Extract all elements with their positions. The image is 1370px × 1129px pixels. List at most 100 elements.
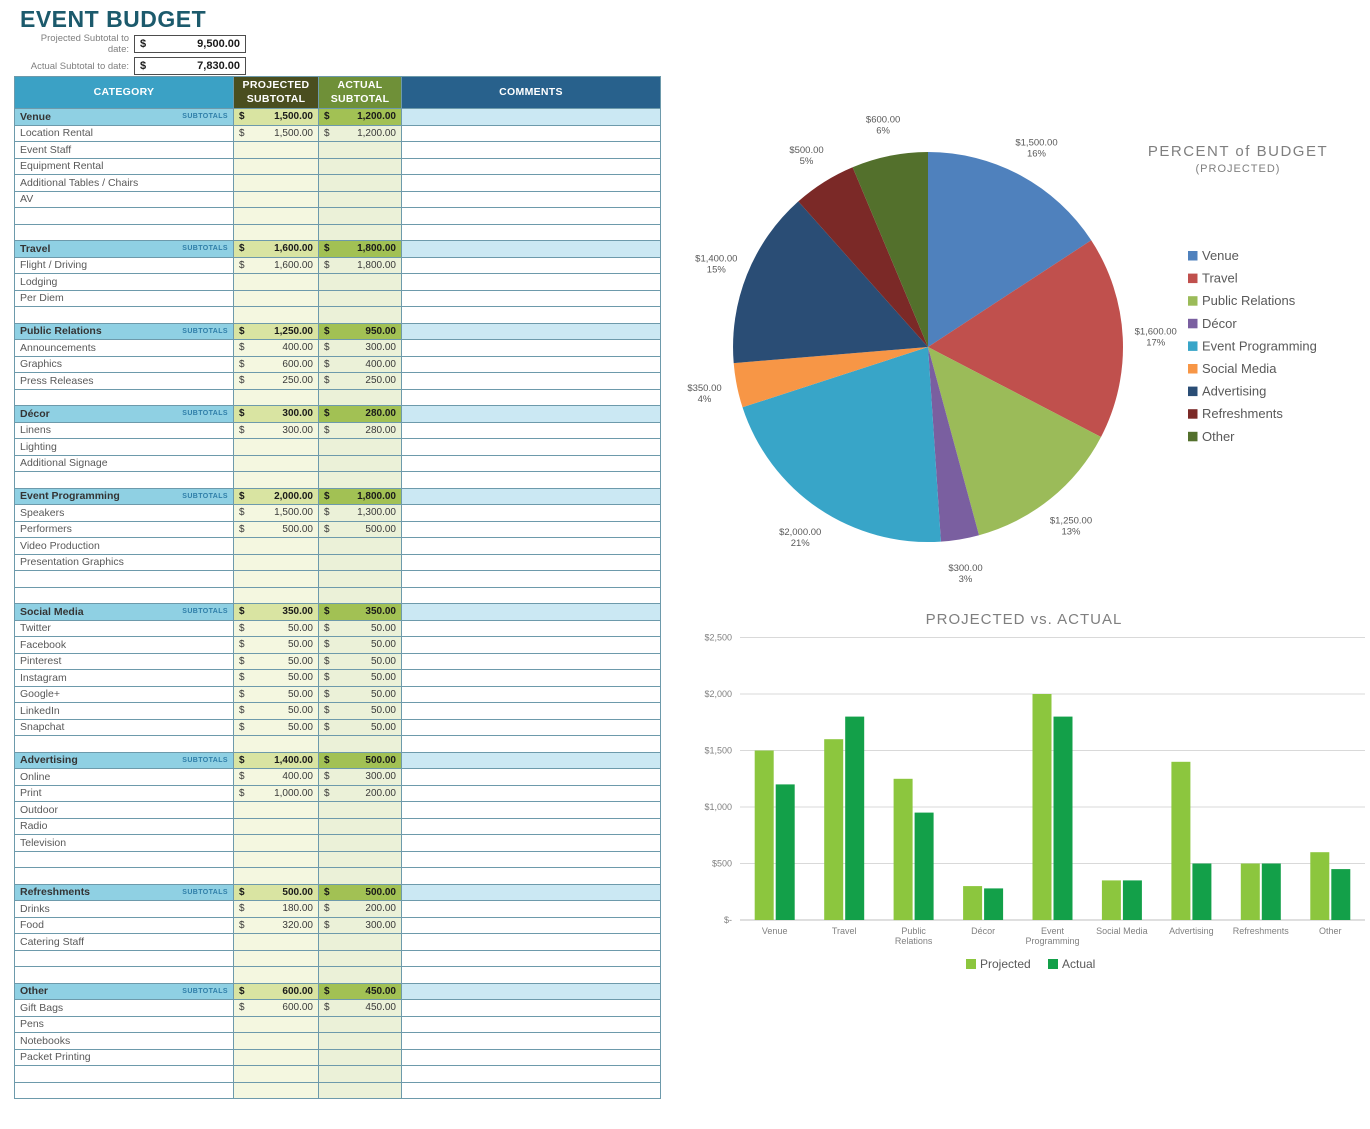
item-label-cell[interactable] [14, 966, 234, 984]
section-actual-cell[interactable]: $1,800.00 [318, 487, 402, 505]
item-actual-cell[interactable]: $1,200.00 [318, 124, 402, 142]
section-projected-cell[interactable]: $350.00 [233, 603, 319, 621]
item-label-cell[interactable]: Speakers [14, 504, 234, 522]
section-actual-cell[interactable]: $1,800.00 [318, 240, 402, 258]
pie-slice-travel[interactable] [928, 240, 1123, 437]
section-projected-cell[interactable]: $300.00 [233, 405, 319, 423]
item-actual-cell[interactable]: $300.00 [318, 916, 402, 934]
item-comments-cell[interactable] [401, 273, 661, 291]
item-actual-cell[interactable] [318, 933, 402, 951]
item-actual-cell[interactable]: $50.00 [318, 619, 402, 637]
item-comments-cell[interactable] [401, 1065, 661, 1083]
item-comments-cell[interactable] [401, 223, 661, 241]
section-comments-cell[interactable] [401, 487, 661, 505]
item-comments-cell[interactable] [401, 372, 661, 390]
actual-column-header[interactable]: ACTUAL SUBTOTAL [318, 76, 402, 109]
bar-chart[interactable]: PROJECTED vs. ACTUAL $2,500 $2,000 $1,500 $1… [680, 608, 1370, 993]
item-projected-cell[interactable] [233, 174, 319, 192]
item-comments-cell[interactable] [401, 289, 661, 307]
item-label-cell[interactable]: Linens [14, 421, 234, 439]
bar-actual-d-cor[interactable] [984, 888, 1004, 920]
item-comments-cell[interactable] [401, 850, 661, 868]
pie-slice-event-programming[interactable] [742, 347, 941, 543]
item-projected-cell[interactable] [233, 141, 319, 159]
item-projected-cell[interactable] [233, 570, 319, 588]
item-projected-cell[interactable] [233, 817, 319, 835]
comments-column-header[interactable]: COMMENTS [401, 76, 661, 109]
pie-slice-social-media[interactable] [733, 347, 928, 408]
item-label-cell[interactable]: AV [14, 190, 234, 208]
item-projected-cell[interactable] [233, 537, 319, 555]
item-projected-cell[interactable] [233, 850, 319, 868]
item-comments-cell[interactable] [401, 1048, 661, 1066]
pie-slice-advertising[interactable] [733, 201, 928, 364]
section-comments-cell[interactable] [401, 322, 661, 340]
item-label-cell[interactable]: Presentation Graphics [14, 553, 234, 571]
item-projected-cell[interactable] [233, 1032, 319, 1050]
item-comments-cell[interactable] [401, 421, 661, 439]
item-actual-cell[interactable] [318, 1048, 402, 1066]
bar-projected-public-relations[interactable] [893, 778, 913, 921]
item-comments-cell[interactable] [401, 504, 661, 522]
item-actual-cell[interactable] [318, 1065, 402, 1083]
item-comments-cell[interactable] [401, 190, 661, 208]
item-label-cell[interactable]: Lodging [14, 273, 234, 291]
item-label-cell[interactable] [14, 586, 234, 604]
item-label-cell[interactable]: Pinterest [14, 652, 234, 670]
item-projected-cell[interactable] [233, 223, 319, 241]
item-comments-cell[interactable] [401, 949, 661, 967]
item-projected-cell[interactable]: $50.00 [233, 669, 319, 687]
item-actual-cell[interactable] [318, 157, 402, 175]
item-projected-cell[interactable]: $600.00 [233, 999, 319, 1017]
item-projected-cell[interactable]: $400.00 [233, 339, 319, 357]
item-label-cell[interactable]: Twitter [14, 619, 234, 637]
item-projected-cell[interactable]: $1,500.00 [233, 504, 319, 522]
item-label-cell[interactable]: Flight / Driving [14, 256, 234, 274]
item-actual-cell[interactable]: $50.00 [318, 669, 402, 687]
item-actual-cell[interactable]: $450.00 [318, 999, 402, 1017]
item-projected-cell[interactable] [233, 735, 319, 753]
item-actual-cell[interactable]: $200.00 [318, 784, 402, 802]
item-label-cell[interactable]: Graphics [14, 355, 234, 373]
item-comments-cell[interactable] [401, 586, 661, 604]
item-comments-cell[interactable] [401, 256, 661, 274]
item-projected-cell[interactable]: $250.00 [233, 372, 319, 390]
item-actual-cell[interactable] [318, 553, 402, 571]
bar-projected-travel[interactable] [824, 739, 844, 920]
item-label-cell[interactable]: Equipment Rental [14, 157, 234, 175]
item-comments-cell[interactable] [401, 207, 661, 225]
section-name-cell[interactable]: Advertising SUBTOTALS [14, 751, 234, 769]
item-actual-cell[interactable] [318, 306, 402, 324]
bar-actual-venue[interactable] [775, 784, 795, 920]
item-comments-cell[interactable] [401, 933, 661, 951]
item-comments-cell[interactable] [401, 867, 661, 885]
bar-projected-venue[interactable] [754, 750, 774, 921]
item-comments-cell[interactable] [401, 141, 661, 159]
item-label-cell[interactable]: Performers [14, 520, 234, 538]
item-projected-cell[interactable]: $600.00 [233, 355, 319, 373]
item-projected-cell[interactable]: $50.00 [233, 636, 319, 654]
item-projected-cell[interactable] [233, 949, 319, 967]
item-label-cell[interactable]: Instagram [14, 669, 234, 687]
item-projected-cell[interactable]: $1,000.00 [233, 784, 319, 802]
section-comments-cell[interactable] [401, 982, 661, 1000]
item-actual-cell[interactable]: $250.00 [318, 372, 402, 390]
item-actual-cell[interactable] [318, 867, 402, 885]
section-projected-cell[interactable]: $1,250.00 [233, 322, 319, 340]
item-actual-cell[interactable] [318, 223, 402, 241]
item-projected-cell[interactable]: $50.00 [233, 718, 319, 736]
item-actual-cell[interactable] [318, 586, 402, 604]
bar-projected-other[interactable] [1310, 852, 1330, 920]
item-comments-cell[interactable] [401, 801, 661, 819]
item-label-cell[interactable]: Additional Signage [14, 454, 234, 472]
item-label-cell[interactable]: Drinks [14, 900, 234, 918]
item-actual-cell[interactable]: $1,300.00 [318, 504, 402, 522]
item-actual-cell[interactable] [318, 471, 402, 489]
item-actual-cell[interactable]: $50.00 [318, 652, 402, 670]
item-label-cell[interactable]: LinkedIn [14, 702, 234, 720]
item-comments-cell[interactable] [401, 817, 661, 835]
item-label-cell[interactable]: Catering Staff [14, 933, 234, 951]
item-comments-cell[interactable] [401, 355, 661, 373]
section-name-cell[interactable]: Décor SUBTOTALS [14, 405, 234, 423]
item-label-cell[interactable]: Print [14, 784, 234, 802]
